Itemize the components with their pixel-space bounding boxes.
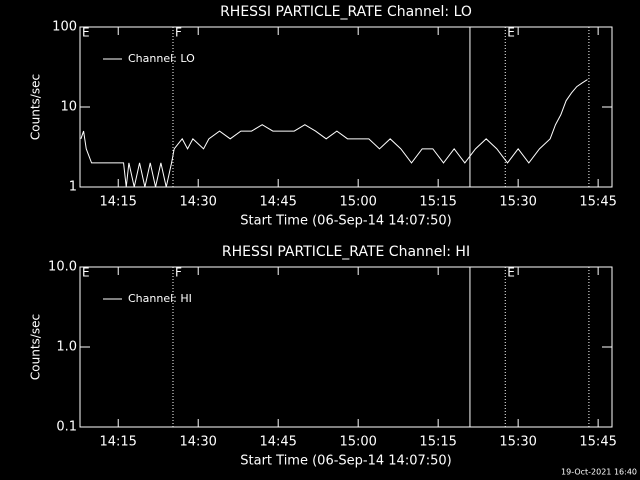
y-tick-label: 0.1 xyxy=(56,420,77,435)
x-tick-label: 15:45 xyxy=(579,435,616,450)
event-label: E xyxy=(507,266,515,280)
x-tick-label: 15:15 xyxy=(419,435,456,450)
x-tick-label: 14:45 xyxy=(259,435,296,450)
footer: 19-Oct-2021 16:40 xyxy=(561,468,637,477)
y-axis-label: Counts/sec xyxy=(29,314,43,380)
x-tick-label: 15:15 xyxy=(419,195,456,210)
legend-label: Channel: LO xyxy=(128,52,195,65)
legend-label: Channel: HI xyxy=(128,292,192,305)
x-tick-label: 14:15 xyxy=(99,435,136,450)
chart-title: RHESSI PARTICLE_RATE Channel: LO xyxy=(220,4,472,20)
data-line xyxy=(80,79,588,188)
x-tick-label: 14:45 xyxy=(259,195,296,210)
y-tick-label: 100 xyxy=(52,20,77,35)
event-label: E xyxy=(82,266,90,280)
x-tick-label: 15:30 xyxy=(499,195,536,210)
x-tick-label: 15:00 xyxy=(339,195,376,210)
x-axis-label: Start Time (06-Sep-14 14:07:50) xyxy=(240,214,451,229)
x-tick-label: 15:45 xyxy=(579,195,616,210)
y-tick-label: 10.0 xyxy=(48,260,77,275)
chart-title: RHESSI PARTICLE_RATE Channel: HI xyxy=(222,244,470,260)
y-tick-label: 1 xyxy=(69,180,77,195)
x-tick-label: 14:30 xyxy=(179,435,216,450)
x-tick-label: 14:15 xyxy=(99,195,136,210)
event-label: E xyxy=(82,26,90,40)
event-label: F xyxy=(175,266,182,280)
x-tick-label: 15:00 xyxy=(339,435,376,450)
x-axis-label: Start Time (06-Sep-14 14:07:50) xyxy=(240,454,451,469)
y-axis-label: Counts/sec xyxy=(29,74,43,140)
y-tick-label: 10 xyxy=(60,100,77,115)
event-label: E xyxy=(507,26,515,40)
x-tick-label: 15:30 xyxy=(499,435,536,450)
x-tick-label: 14:30 xyxy=(179,195,216,210)
event-label: F xyxy=(175,26,182,40)
y-tick-label: 1.0 xyxy=(56,340,77,355)
